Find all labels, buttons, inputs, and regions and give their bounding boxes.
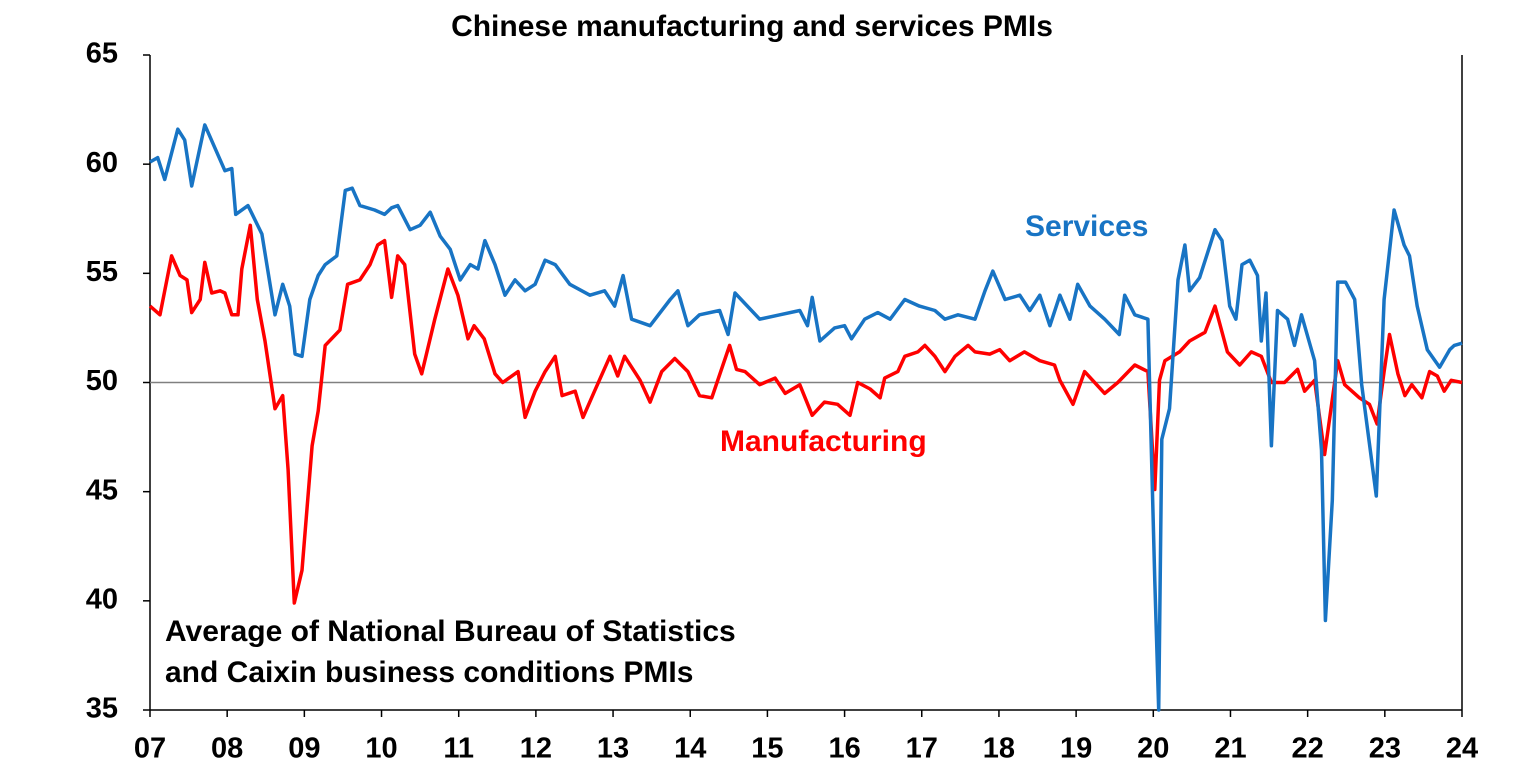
x-tick-label: 14 (674, 733, 706, 765)
series-label: Manufacturing (720, 425, 927, 458)
x-tick-label: 12 (520, 733, 552, 765)
y-tick-label: 65 (86, 38, 118, 70)
y-tick-label: 45 (86, 474, 118, 506)
annotation: and Caixin business conditions PMIs (165, 656, 693, 689)
x-tick-label: 09 (288, 733, 320, 765)
y-tick-label: 50 (86, 365, 118, 397)
x-tick-label: 23 (1369, 733, 1401, 765)
chart-title: Chinese manufacturing and services PMIs (451, 10, 1053, 43)
y-tick-label: 35 (86, 693, 118, 725)
x-tick-label: 07 (134, 733, 166, 765)
y-tick-label: 60 (86, 147, 118, 179)
x-tick-label: 20 (1137, 733, 1169, 765)
y-tick-label: 40 (86, 583, 118, 615)
annotation: Average of National Bureau of Statistics (165, 615, 736, 648)
x-tick-label: 19 (1060, 733, 1092, 765)
x-tick-label: 17 (906, 733, 938, 765)
series-line (148, 223, 1463, 605)
x-tick-label: 08 (211, 733, 243, 765)
x-tick-label: 15 (751, 733, 783, 765)
series-label: Services (1025, 210, 1148, 243)
x-tick-label: 21 (1214, 733, 1246, 765)
x-tick-label: 10 (365, 733, 397, 765)
x-tick-label: 11 (443, 733, 474, 765)
y-tick-label: 55 (86, 256, 118, 288)
x-tick-label: 22 (1292, 733, 1324, 765)
x-tick-label: 24 (1446, 733, 1478, 765)
x-tick-label: 13 (597, 733, 629, 765)
series-line (149, 123, 1463, 712)
x-tick-label: 16 (828, 733, 860, 765)
x-tick-label: 18 (983, 733, 1015, 765)
